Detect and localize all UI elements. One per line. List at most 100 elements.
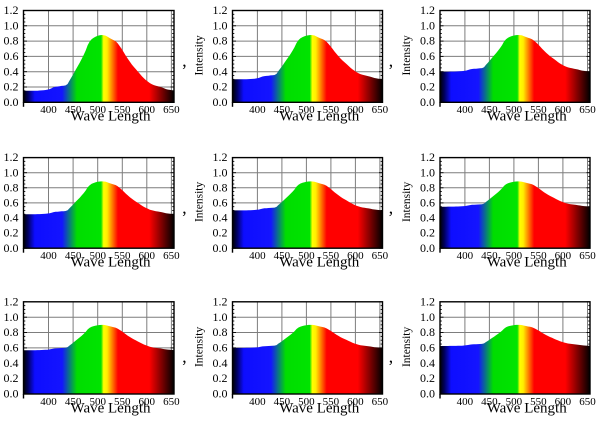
- svg-text:,: ,: [389, 198, 393, 218]
- svg-text:1.0: 1.0: [420, 310, 435, 324]
- svg-text:500: 500: [298, 250, 315, 262]
- svg-text:1.2: 1.2: [213, 150, 228, 164]
- svg-text:Wave Length: Wave Length: [279, 109, 360, 125]
- svg-text:600: 600: [347, 250, 364, 262]
- svg-text:400: 400: [457, 250, 474, 262]
- svg-text:0.8: 0.8: [420, 325, 435, 339]
- svg-text:1.2: 1.2: [213, 3, 228, 17]
- svg-text:600: 600: [555, 104, 572, 116]
- svg-text:0.6: 0.6: [4, 341, 19, 355]
- svg-text:1.2: 1.2: [4, 150, 19, 164]
- svg-text:0.0: 0.0: [420, 387, 435, 401]
- svg-text:Wave Length: Wave Length: [487, 255, 568, 271]
- svg-text:0.6: 0.6: [4, 196, 19, 210]
- svg-text:0.2: 0.2: [420, 80, 435, 94]
- svg-text:0.0: 0.0: [420, 95, 435, 109]
- svg-text:500: 500: [298, 396, 315, 408]
- svg-text:0.4: 0.4: [420, 211, 435, 225]
- svg-text:450: 450: [481, 250, 498, 262]
- svg-text:1.0: 1.0: [4, 165, 19, 179]
- svg-text:400: 400: [249, 104, 266, 116]
- svg-text:Wave Length: Wave Length: [279, 255, 360, 271]
- svg-text:,: ,: [182, 198, 186, 218]
- svg-text:1.2: 1.2: [213, 294, 228, 308]
- svg-text:450: 450: [65, 104, 82, 116]
- svg-text:500: 500: [89, 396, 106, 408]
- svg-text:500: 500: [89, 104, 106, 116]
- svg-text:400: 400: [249, 250, 266, 262]
- svg-text:0.4: 0.4: [213, 211, 228, 225]
- svg-text:0.2: 0.2: [4, 80, 19, 94]
- svg-text:600: 600: [139, 250, 156, 262]
- svg-text:1.0: 1.0: [4, 18, 19, 32]
- svg-text:600: 600: [347, 396, 364, 408]
- svg-text:,: ,: [389, 51, 393, 71]
- svg-text:550: 550: [114, 250, 131, 262]
- svg-text:,: ,: [182, 51, 186, 71]
- svg-text:Intensity: Intensity: [194, 327, 206, 367]
- svg-text:0.8: 0.8: [420, 34, 435, 48]
- svg-text:,: ,: [389, 347, 393, 367]
- svg-text:600: 600: [555, 396, 572, 408]
- svg-text:450: 450: [65, 250, 82, 262]
- svg-text:650: 650: [579, 250, 596, 262]
- svg-text:Wave Length: Wave Length: [487, 109, 568, 125]
- svg-text:Intensity: Intensity: [194, 182, 206, 222]
- svg-text:450: 450: [274, 104, 291, 116]
- svg-text:650: 650: [163, 104, 180, 116]
- svg-text:0.2: 0.2: [4, 371, 19, 385]
- svg-text:0.8: 0.8: [4, 325, 19, 339]
- svg-text:,: ,: [182, 347, 186, 367]
- svg-text:0.2: 0.2: [420, 371, 435, 385]
- svg-text:450: 450: [481, 396, 498, 408]
- svg-text:0.8: 0.8: [4, 180, 19, 194]
- svg-text:0.8: 0.8: [213, 325, 228, 339]
- svg-text:Wave Length: Wave Length: [70, 400, 151, 416]
- svg-text:500: 500: [506, 104, 523, 116]
- svg-text:Intensity: Intensity: [194, 35, 206, 75]
- svg-text:500: 500: [506, 250, 523, 262]
- svg-text:0.8: 0.8: [213, 180, 228, 194]
- svg-text:0.6: 0.6: [4, 49, 19, 63]
- svg-text:0.0: 0.0: [4, 95, 19, 109]
- svg-text:600: 600: [555, 250, 572, 262]
- svg-text:650: 650: [163, 250, 180, 262]
- svg-text:650: 650: [163, 396, 180, 408]
- svg-text:0.6: 0.6: [420, 341, 435, 355]
- svg-text:0.2: 0.2: [4, 226, 19, 240]
- svg-text:0.4: 0.4: [420, 356, 435, 370]
- svg-text:0.6: 0.6: [213, 196, 228, 210]
- svg-text:450: 450: [274, 396, 291, 408]
- svg-text:0.0: 0.0: [420, 241, 435, 255]
- svg-text:650: 650: [372, 396, 389, 408]
- svg-text:0.4: 0.4: [420, 64, 435, 78]
- svg-text:Wave Length: Wave Length: [279, 400, 360, 416]
- svg-text:0.4: 0.4: [4, 211, 19, 225]
- svg-text:0.0: 0.0: [213, 95, 228, 109]
- svg-text:1.2: 1.2: [420, 294, 435, 308]
- svg-text:0.6: 0.6: [420, 196, 435, 210]
- svg-text:0.6: 0.6: [213, 341, 228, 355]
- svg-text:1.2: 1.2: [420, 150, 435, 164]
- svg-text:0.4: 0.4: [213, 356, 228, 370]
- svg-text:1.0: 1.0: [213, 310, 228, 324]
- svg-text:0.0: 0.0: [213, 387, 228, 401]
- svg-text:600: 600: [139, 104, 156, 116]
- svg-text:450: 450: [481, 104, 498, 116]
- svg-text:0.6: 0.6: [213, 49, 228, 63]
- svg-text:550: 550: [114, 104, 131, 116]
- svg-text:500: 500: [89, 250, 106, 262]
- svg-text:550: 550: [323, 104, 340, 116]
- svg-text:0.2: 0.2: [213, 371, 228, 385]
- svg-text:0.2: 0.2: [213, 80, 228, 94]
- svg-text:0.8: 0.8: [420, 180, 435, 194]
- svg-text:550: 550: [323, 396, 340, 408]
- svg-text:550: 550: [114, 396, 131, 408]
- svg-text:650: 650: [579, 396, 596, 408]
- svg-text:550: 550: [530, 396, 547, 408]
- svg-text:650: 650: [372, 104, 389, 116]
- svg-text:1.0: 1.0: [4, 310, 19, 324]
- svg-text:1.2: 1.2: [420, 3, 435, 17]
- svg-text:Intensity: Intensity: [401, 182, 413, 222]
- svg-text:400: 400: [40, 104, 57, 116]
